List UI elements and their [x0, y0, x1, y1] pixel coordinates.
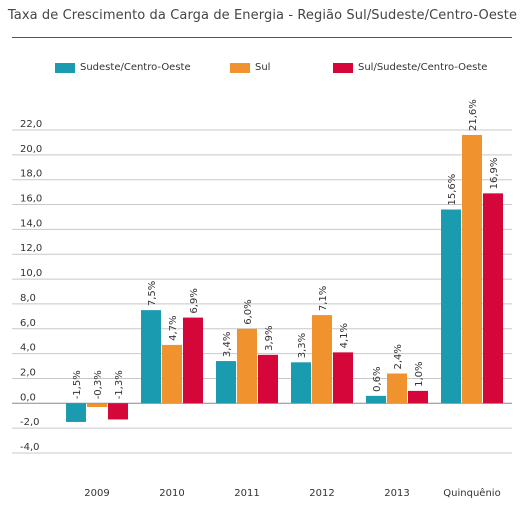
y-tick-label: 10,0	[20, 268, 42, 279]
y-tick-label: 0,0	[20, 392, 36, 403]
bar	[291, 362, 311, 404]
legend-label: Sul	[255, 62, 271, 73]
y-tick-label: -4,0	[20, 442, 40, 453]
data-label: 16,9%	[489, 158, 500, 190]
y-tick-label: 20,0	[20, 144, 42, 155]
data-label: 1,0%	[414, 361, 425, 386]
chart-legend: Sudeste/Centro-Oeste Sul Sul/Sudeste/Cen…	[0, 62, 525, 78]
y-tick-label: 8,0	[20, 293, 36, 304]
bar	[408, 390, 428, 404]
legend-label: Sudeste/Centro-Oeste	[80, 62, 191, 73]
bar	[237, 328, 257, 404]
bar	[387, 373, 407, 404]
data-label: 4,1%	[339, 323, 350, 348]
x-tick-label: Quinquênio	[443, 487, 500, 499]
legend-item-sul: Sul	[230, 62, 270, 73]
y-tick-label: 4,0	[20, 343, 36, 354]
bar	[312, 315, 332, 404]
bar	[366, 395, 386, 404]
legend-swatch	[55, 62, 75, 73]
bar	[258, 354, 278, 404]
bar	[483, 193, 503, 404]
y-tick-label: -2,0	[20, 417, 40, 428]
y-tick-label: 16,0	[20, 194, 42, 205]
legend-swatch	[230, 62, 250, 73]
data-label: 3,3%	[297, 333, 308, 358]
y-tick-label: 12,0	[20, 243, 42, 254]
y-tick-label: 6,0	[20, 318, 36, 329]
bar	[183, 317, 203, 404]
data-label: 21,6%	[468, 99, 479, 131]
bar	[441, 209, 461, 404]
bar	[66, 403, 86, 422]
data-label: 3,4%	[222, 332, 233, 357]
x-tick-label: 2013	[384, 488, 409, 499]
data-label: 15,6%	[447, 174, 458, 206]
data-label: -1,3%	[114, 370, 125, 399]
data-label: -0,3%	[93, 370, 104, 399]
y-tick-label: 14,0	[20, 218, 42, 229]
data-label: 3,9%	[264, 325, 275, 350]
data-label: 2,4%	[393, 344, 404, 369]
y-tick-label: 22,0	[20, 119, 42, 130]
data-label: 4,7%	[168, 316, 179, 341]
bar	[108, 403, 128, 420]
bar	[162, 344, 182, 404]
y-tick-label: 18,0	[20, 169, 42, 180]
bar	[462, 134, 482, 404]
x-tick-label: 2011	[234, 488, 259, 499]
x-tick-label: 2009	[84, 488, 109, 499]
bar	[333, 352, 353, 404]
x-tick-label: 2010	[159, 488, 184, 499]
data-label: 6,0%	[243, 299, 254, 324]
data-label: 6,9%	[189, 288, 200, 313]
data-label: -1,5%	[72, 370, 83, 399]
y-tick-label: 2,0	[20, 367, 36, 378]
x-tick-label: 2012	[309, 488, 334, 499]
title-divider	[12, 37, 512, 38]
data-label: 7,5%	[147, 281, 158, 306]
bar	[87, 403, 107, 408]
bar	[216, 361, 236, 404]
legend-swatch	[333, 62, 353, 73]
chart-title: Taxa de Crescimento da Carga de Energia …	[7, 8, 518, 23]
legend-label: Sul/Sudeste/Centro-Oeste	[358, 62, 488, 73]
data-label: 0,6%	[372, 366, 383, 391]
legend-item-sul-sudeste-centro-oeste: Sul/Sudeste/Centro-Oeste	[333, 62, 487, 73]
legend-item-sudeste-centro-oeste: Sudeste/Centro-Oeste	[55, 62, 191, 73]
data-label: 7,1%	[318, 286, 329, 311]
bar	[141, 310, 161, 404]
